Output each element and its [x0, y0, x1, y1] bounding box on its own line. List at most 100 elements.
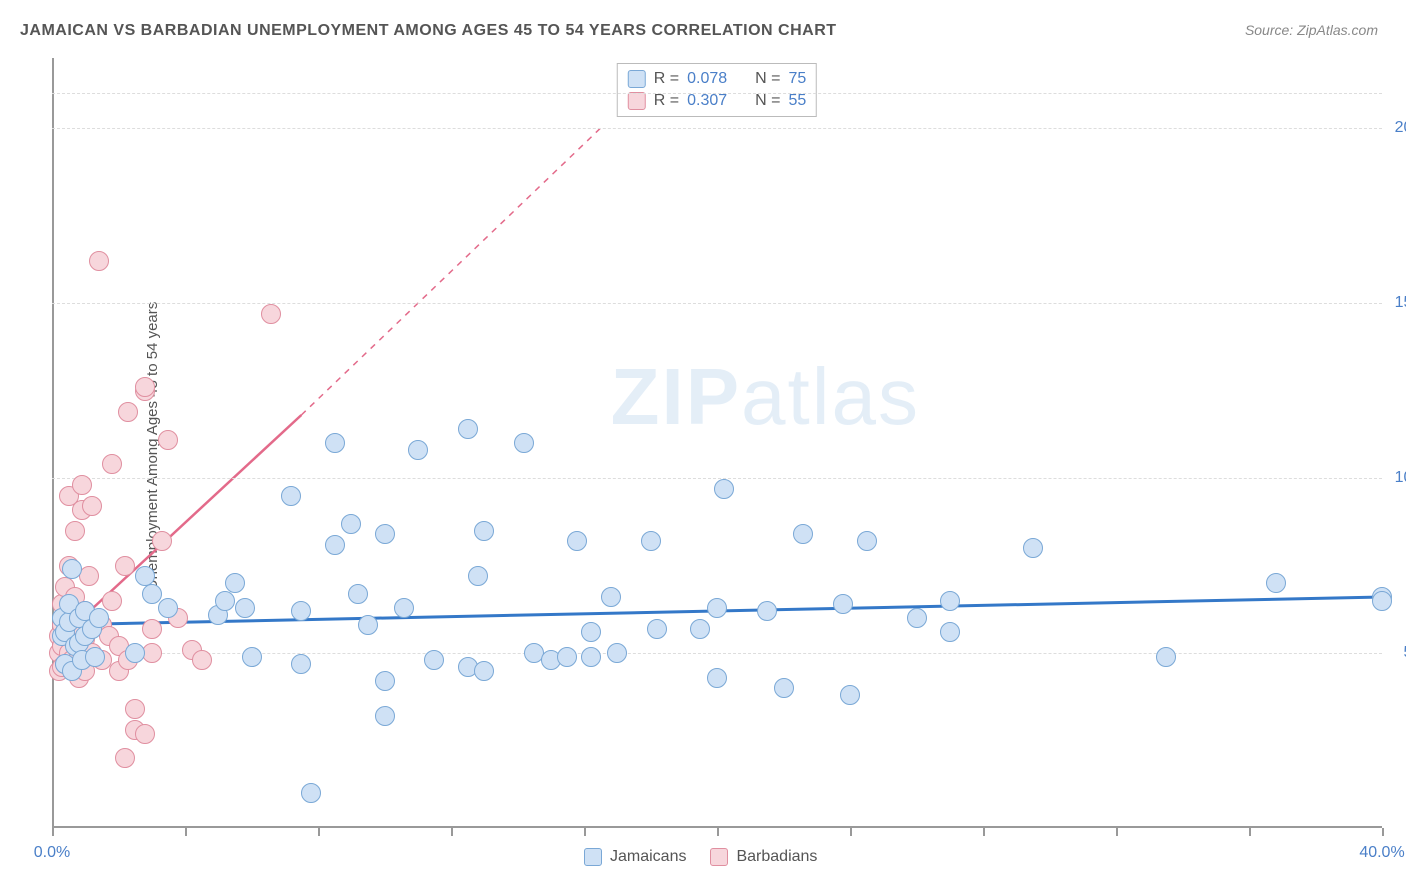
x-tick	[983, 828, 985, 836]
x-tick	[318, 828, 320, 836]
grid-line	[52, 128, 1382, 129]
scatter-point	[581, 622, 601, 642]
x-tick	[1382, 828, 1384, 836]
scatter-point	[72, 475, 92, 495]
scatter-point	[89, 608, 109, 628]
grid-line	[52, 93, 1382, 94]
x-tick-label: 40.0%	[1359, 844, 1404, 862]
scatter-point	[192, 650, 212, 670]
scatter-point	[757, 601, 777, 621]
scatter-point	[235, 598, 255, 618]
scatter-point	[102, 591, 122, 611]
stat-n-label: N =	[755, 70, 780, 88]
scatter-point	[341, 514, 361, 534]
scatter-point	[557, 647, 577, 667]
y-tick-label: 20.0%	[1395, 119, 1406, 137]
scatter-point	[158, 430, 178, 450]
y-axis	[52, 58, 54, 828]
legend-swatch	[584, 848, 602, 866]
scatter-point	[281, 486, 301, 506]
stat-r-label: R =	[654, 70, 679, 88]
x-tick	[52, 828, 54, 836]
scatter-point	[474, 521, 494, 541]
x-tick	[1116, 828, 1118, 836]
scatter-point	[325, 433, 345, 453]
scatter-point	[142, 619, 162, 639]
scatter-point	[291, 654, 311, 674]
legend-swatch	[628, 92, 646, 110]
scatter-point	[242, 647, 262, 667]
scatter-point	[375, 706, 395, 726]
scatter-point	[907, 608, 927, 628]
scatter-point	[394, 598, 414, 618]
scatter-point	[424, 650, 444, 670]
grid-line	[52, 303, 1382, 304]
x-tick	[185, 828, 187, 836]
scatter-point	[1372, 591, 1392, 611]
watermark-bold: ZIP	[611, 352, 741, 441]
scatter-point	[301, 783, 321, 803]
x-tick	[1249, 828, 1251, 836]
trend-lines	[52, 58, 1382, 828]
scatter-point	[135, 724, 155, 744]
legend-label: Barbadians	[736, 848, 817, 866]
scatter-point	[102, 454, 122, 474]
x-tick	[584, 828, 586, 836]
scatter-point	[840, 685, 860, 705]
stat-n-value: 75	[788, 70, 806, 88]
scatter-point	[85, 647, 105, 667]
watermark-rest: atlas	[741, 352, 920, 441]
stats-row: R =0.078N =75	[628, 68, 806, 90]
scatter-point	[158, 598, 178, 618]
source-label: Source: ZipAtlas.com	[1245, 22, 1378, 38]
scatter-point	[474, 661, 494, 681]
scatter-point	[1156, 647, 1176, 667]
x-tick-label: 0.0%	[34, 844, 70, 862]
scatter-point	[690, 619, 710, 639]
scatter-point	[118, 402, 138, 422]
scatter-point	[152, 531, 172, 551]
scatter-point	[261, 304, 281, 324]
scatter-point	[833, 594, 853, 614]
grid-line	[52, 478, 1382, 479]
chart-title: JAMAICAN VS BARBADIAN UNEMPLOYMENT AMONG…	[20, 22, 837, 40]
y-tick-label: 10.0%	[1395, 469, 1406, 487]
scatter-point	[581, 647, 601, 667]
scatter-point	[641, 531, 661, 551]
watermark: ZIPatlas	[611, 351, 920, 443]
scatter-point	[62, 559, 82, 579]
scatter-point	[647, 619, 667, 639]
scatter-point	[567, 531, 587, 551]
scatter-point	[601, 587, 621, 607]
legend-swatch	[628, 70, 646, 88]
scatter-point	[82, 496, 102, 516]
y-tick-label: 15.0%	[1395, 294, 1406, 312]
scatter-point	[458, 419, 478, 439]
scatter-point	[468, 566, 488, 586]
x-tick	[717, 828, 719, 836]
scatter-point	[215, 591, 235, 611]
scatter-point	[358, 615, 378, 635]
scatter-point	[707, 668, 727, 688]
scatter-point	[135, 377, 155, 397]
scatter-point	[375, 524, 395, 544]
stats-box: R =0.078N =75R =0.307N =55	[617, 63, 817, 117]
scatter-point	[375, 671, 395, 691]
scatter-point	[607, 643, 627, 663]
scatter-point	[125, 699, 145, 719]
scatter-point	[940, 622, 960, 642]
scatter-point	[89, 251, 109, 271]
scatter-point	[125, 643, 145, 663]
stat-n-value: 55	[788, 92, 806, 110]
stat-n-label: N =	[755, 92, 780, 110]
scatter-point	[408, 440, 428, 460]
stat-r-label: R =	[654, 92, 679, 110]
scatter-point	[225, 573, 245, 593]
legend-item: Barbadians	[710, 848, 817, 866]
legend-item: Jamaicans	[584, 848, 686, 866]
scatter-point	[65, 521, 85, 541]
legend-label: Jamaicans	[610, 848, 686, 866]
bottom-legend: Jamaicans Barbadians	[584, 848, 817, 866]
scatter-point	[115, 556, 135, 576]
scatter-point	[940, 591, 960, 611]
